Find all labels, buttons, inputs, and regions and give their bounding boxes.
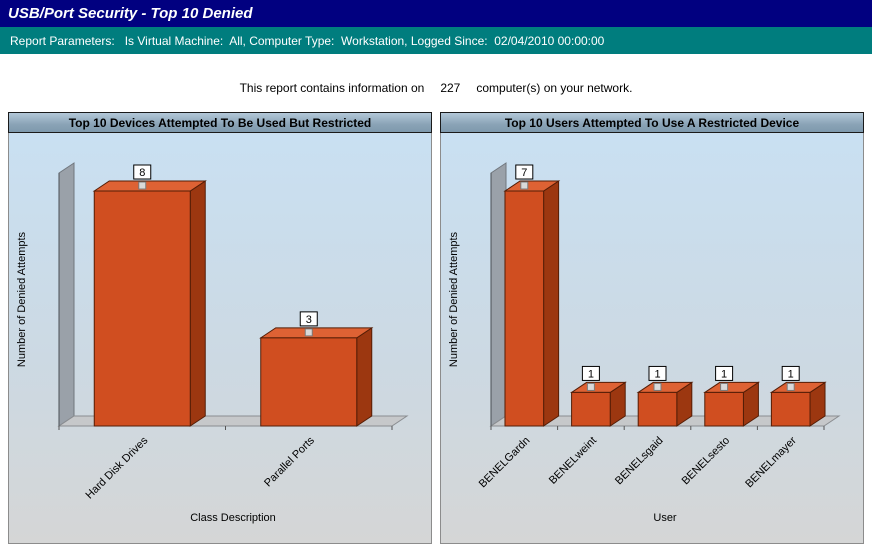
bar-side-face — [356, 326, 373, 427]
bar-front-face — [571, 391, 611, 427]
bar-top-face — [259, 327, 374, 339]
report-parameters-label: Report Parameters: — [10, 33, 115, 48]
plot-left-wall — [58, 162, 75, 427]
chart-title-users: Top 10 Users Attempted To Use A Restrict… — [440, 112, 864, 133]
value-label-box — [648, 365, 667, 381]
info-suffix: computer(s) on your network. — [476, 81, 633, 95]
value-label-box — [781, 365, 800, 381]
report-parameters-text: Is Virtual Machine: All, Computer Type: … — [124, 33, 605, 48]
bar-front-face — [704, 391, 744, 427]
report-parameters-bar: Report Parameters: Is Virtual Machine: A… — [0, 27, 872, 54]
value-label-box — [515, 164, 534, 180]
value-label: 7 — [521, 167, 527, 179]
value-label-box — [581, 365, 600, 381]
bar-group: 7 BENELGardn — [477, 164, 561, 491]
bar-front-face — [770, 391, 811, 427]
value-label-box — [715, 365, 734, 381]
value-label: 1 — [654, 368, 660, 380]
y-axis-title: Number of Denied Attempts — [16, 231, 28, 367]
chart-panel-devices: Top 10 Devices Attempted To Be Used But … — [8, 112, 432, 544]
bar-marker — [304, 328, 313, 337]
bar-side-face — [543, 180, 560, 427]
category-label: Hard Disk Drives — [84, 434, 151, 501]
chart-title-devices: Top 10 Devices Attempted To Be Used But … — [8, 112, 432, 133]
bar-marker — [653, 382, 662, 391]
bar-front-face — [637, 391, 678, 427]
chart-plot-devices: 8 Hard Disk Drives 3 Parallel Ports Number o… — [8, 133, 432, 544]
bar-top-face — [92, 180, 207, 192]
category-label: BENELsgaid — [613, 435, 666, 488]
category-label: BENELGardn — [477, 435, 533, 491]
bar-marker — [786, 382, 795, 391]
charts-row: Top 10 Devices Attempted To Be Used But … — [0, 112, 872, 544]
bar-group: 3 Parallel Ports — [259, 311, 374, 489]
value-label: 1 — [588, 368, 594, 380]
x-axis-title: Class Description — [190, 512, 276, 524]
plot-left-wall — [490, 162, 507, 427]
value-label: 3 — [306, 314, 312, 326]
bar-front-face — [260, 337, 358, 427]
chart-panel-users: Top 10 Users Attempted To Use A Restrict… — [440, 112, 864, 544]
category-label: BENELsesto — [680, 435, 733, 488]
info-prefix: This report contains information on — [239, 81, 425, 95]
bar-marker — [520, 181, 529, 190]
category-label: BENELweint — [547, 435, 599, 487]
bar-front-face — [93, 190, 191, 427]
computer-count: 227 — [440, 81, 461, 95]
report-page: USB/Port Security - Top 10 Denied Report… — [0, 0, 872, 544]
value-label-box — [299, 311, 318, 327]
bar-side-face — [189, 180, 206, 427]
y-axis-title: Number of Denied Attempts — [448, 231, 460, 367]
bar-marker — [138, 181, 147, 190]
chart-plot-users: 7 BENELGardn 1 BENELweint 1 BENELsgaid 1 BENELs… — [440, 133, 864, 544]
category-label: Parallel Ports — [262, 434, 317, 489]
value-label: 1 — [721, 368, 727, 380]
report-title-bar: USB/Port Security - Top 10 Denied — [0, 0, 872, 27]
report-info-line: This report contains information on 227 … — [0, 80, 872, 96]
chart-canvas-users: 7 BENELGardn 1 BENELweint 1 BENELsgaid 1 BENELs… — [448, 162, 841, 524]
value-label-box — [133, 164, 152, 180]
value-label: 1 — [788, 368, 794, 380]
value-label: 8 — [139, 167, 145, 179]
chart-canvas-devices: 8 Hard Disk Drives 3 Parallel Ports Number o… — [16, 162, 409, 524]
bar-front-face — [504, 190, 545, 427]
bar-marker — [586, 382, 595, 391]
x-axis-title: User — [653, 512, 677, 524]
bar-group: 8 Hard Disk Drives — [84, 164, 207, 501]
report-title: USB/Port Security - Top 10 Denied — [8, 5, 253, 22]
bar-marker — [720, 382, 729, 391]
category-label: BENELmayer — [743, 434, 799, 490]
